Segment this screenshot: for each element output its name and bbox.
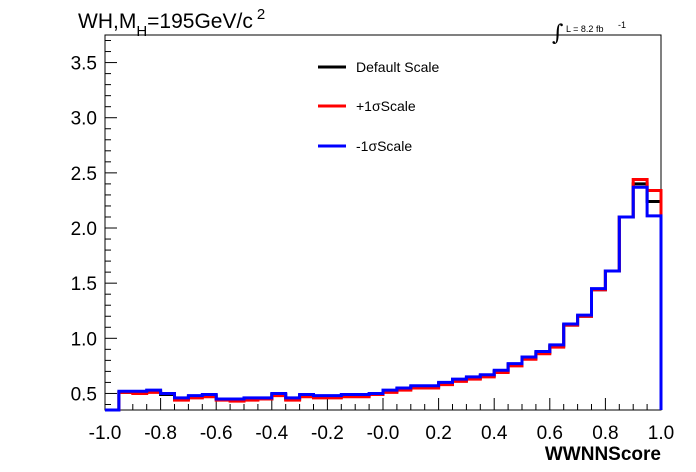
x-tick-label: -0.0 <box>367 423 400 444</box>
luminosity-label: ∫ L = 8.2 fb -1 <box>552 20 626 46</box>
integral-sign: ∫ <box>552 21 564 46</box>
lumi-exponent: -1 <box>618 20 626 30</box>
lumi-value: L = 8.2 fb <box>566 24 603 34</box>
legend-label-plus1sigma: +1σScale <box>356 98 416 114</box>
y-tick-label: 1.0 <box>71 329 97 350</box>
y-tick-label: 3.0 <box>71 109 97 130</box>
y-tick-label: 2.5 <box>71 164 97 185</box>
title-superscript: 2 <box>257 6 265 23</box>
histogram-series <box>105 177 663 412</box>
y-tick-label: 3.5 <box>71 54 97 75</box>
x-tick-label: -0.6 <box>200 423 233 444</box>
y-tick-label: 0.5 <box>71 384 97 405</box>
x-tick-label: 0.6 <box>537 423 563 444</box>
title-part-a: WH,M <box>78 10 136 33</box>
x-tick-label: 1.0 <box>648 423 674 444</box>
x-axis-title: WWNNScore <box>545 444 661 465</box>
title-subscript: H <box>136 23 147 40</box>
title-part-b: =195GeV/c <box>147 10 253 33</box>
x-tick-label: -0.2 <box>311 423 344 444</box>
x-axis: -1.0 -0.8 -0.6 -0.4 -0.2 -0.0 0.2 0.4 0.6 0.8 1.0 <box>89 398 674 444</box>
x-tick-label: -1.0 <box>89 423 122 444</box>
legend-label-default: Default Scale <box>356 59 439 75</box>
series-line-2 <box>105 185 663 412</box>
y-axis: 0.5 1.0 1.5 2.0 2.5 3.0 3.5 <box>71 40 117 405</box>
x-tick-label: 0.8 <box>592 423 618 444</box>
x-tick-label: -0.4 <box>255 423 288 444</box>
legend: Default Scale +1σScale -1σScale <box>318 59 439 154</box>
y-tick-label: 2.0 <box>71 219 97 240</box>
legend-label-minus1sigma: -1σScale <box>356 138 412 154</box>
chart-title: WH,MH=195GeV/c 2 <box>78 6 265 40</box>
x-tick-label: 0.4 <box>481 423 508 444</box>
y-tick-label: 1.5 <box>71 274 97 295</box>
x-tick-label: -0.8 <box>144 423 177 444</box>
x-tick-label: 0.2 <box>425 423 451 444</box>
